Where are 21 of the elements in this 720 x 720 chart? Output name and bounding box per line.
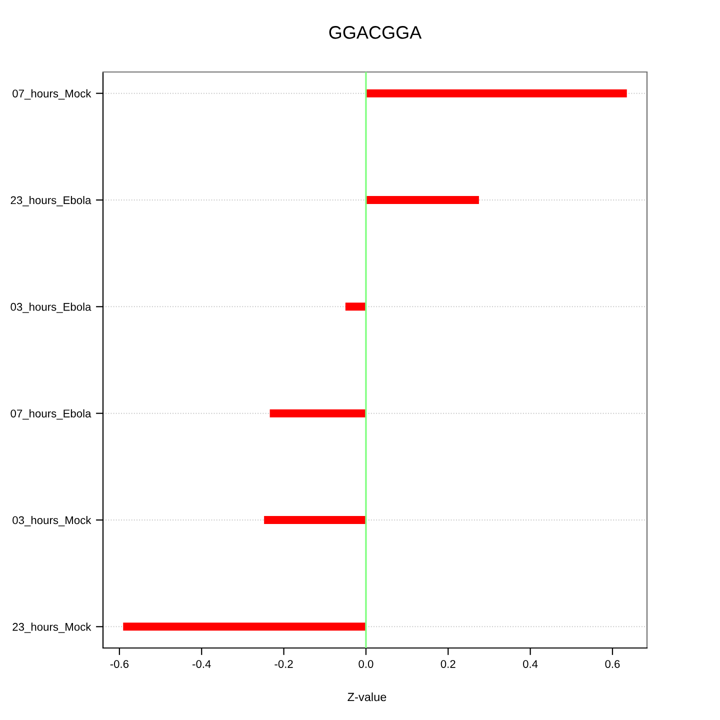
y-tick-label: 03_hours_Ebola: [10, 302, 92, 313]
x-tick-label: -0.2: [274, 660, 293, 668]
bar: [123, 622, 366, 631]
x-axis-title: Z-value: [348, 692, 386, 702]
bar: [366, 196, 479, 204]
y-tick-label: 03_hours_Mock: [12, 516, 92, 526]
y-tick-label: 23_hours_Mock: [12, 622, 92, 633]
y-tick-label: 07_hours_Mock: [12, 89, 92, 100]
x-tick-label: -0.4: [192, 660, 211, 668]
bar: [264, 516, 366, 524]
y-tick-label: 07_hours_Ebola: [10, 409, 92, 420]
x-tick-label: 0.2: [440, 660, 456, 668]
y-tick-label: 23_hours_Ebola: [10, 196, 92, 206]
x-tick-label: 0.0: [358, 660, 374, 668]
bar: [270, 409, 366, 418]
x-tick-label: 0.4: [523, 660, 538, 668]
bar: [345, 302, 366, 311]
chart-title: GGACGGA: [329, 26, 422, 39]
x-tick-label: 0.6: [605, 660, 620, 668]
x-tick-label: -0.6: [110, 660, 129, 668]
bar: [366, 89, 627, 98]
